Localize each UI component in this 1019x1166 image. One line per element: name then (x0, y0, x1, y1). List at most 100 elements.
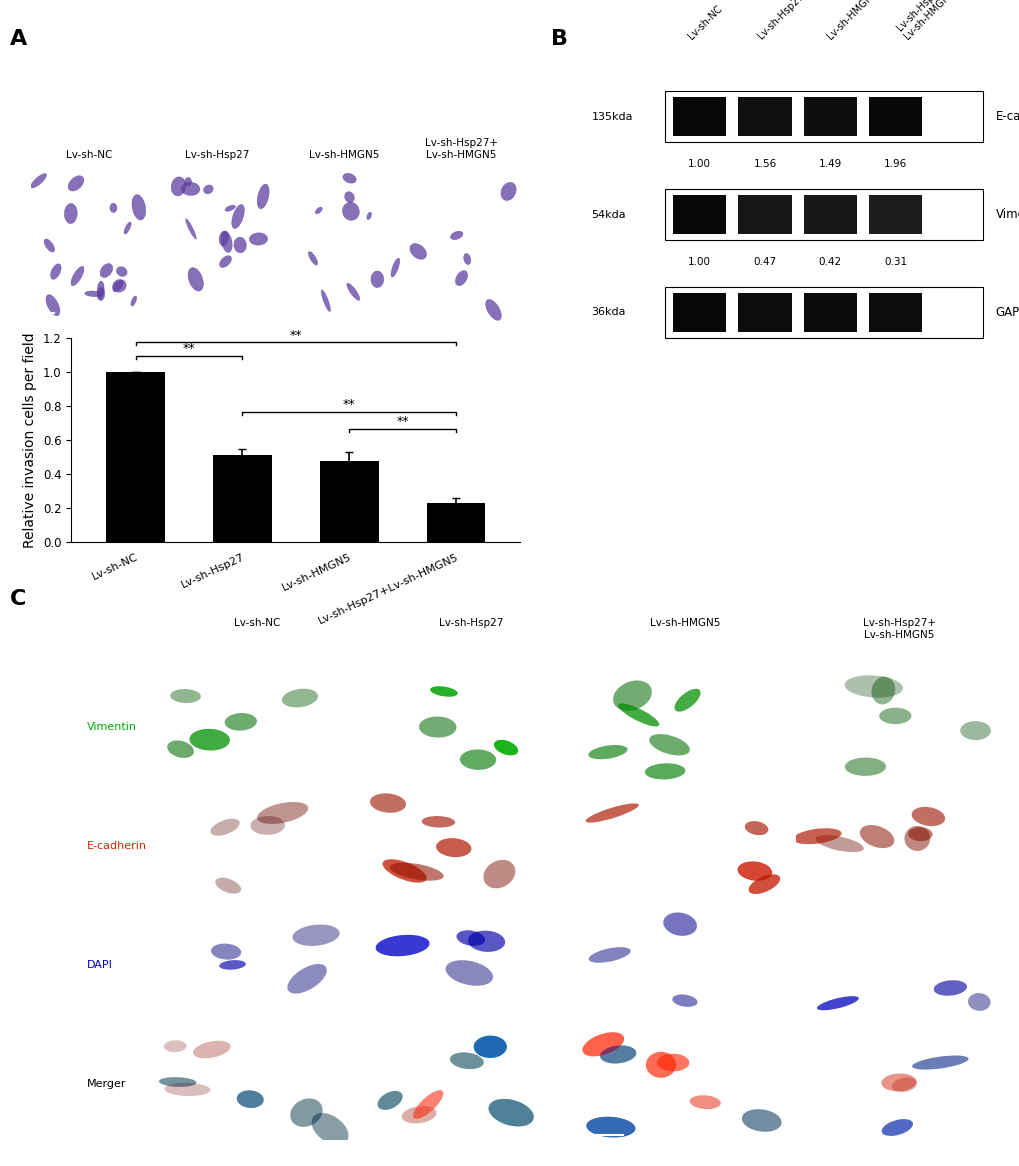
Text: **: ** (342, 399, 356, 412)
Ellipse shape (436, 838, 471, 857)
Ellipse shape (689, 1095, 720, 1109)
Ellipse shape (672, 995, 697, 1007)
Ellipse shape (164, 1040, 186, 1052)
Ellipse shape (377, 1091, 403, 1110)
Ellipse shape (870, 676, 895, 704)
Ellipse shape (967, 993, 989, 1011)
Ellipse shape (344, 191, 354, 203)
Ellipse shape (210, 819, 239, 836)
Ellipse shape (483, 859, 515, 888)
Ellipse shape (371, 271, 383, 288)
Ellipse shape (582, 1032, 624, 1056)
Ellipse shape (342, 174, 356, 183)
Ellipse shape (644, 764, 685, 779)
Ellipse shape (225, 205, 235, 211)
Ellipse shape (257, 184, 269, 209)
Ellipse shape (185, 219, 196, 239)
Ellipse shape (460, 750, 495, 770)
Ellipse shape (450, 231, 463, 240)
FancyBboxPatch shape (673, 97, 726, 136)
Ellipse shape (844, 758, 886, 775)
Ellipse shape (159, 1077, 196, 1087)
Bar (320, 461, 378, 542)
Text: 0.47: 0.47 (753, 257, 775, 267)
Ellipse shape (287, 964, 326, 993)
Ellipse shape (741, 1109, 781, 1132)
Bar (426, 503, 485, 542)
Ellipse shape (44, 239, 55, 252)
Ellipse shape (321, 290, 330, 311)
Ellipse shape (382, 859, 426, 883)
Text: Lv-sh-NC: Lv-sh-NC (686, 3, 723, 41)
Ellipse shape (959, 721, 989, 740)
FancyBboxPatch shape (868, 293, 921, 332)
Ellipse shape (445, 960, 492, 985)
Ellipse shape (656, 1054, 689, 1072)
Text: 0.42: 0.42 (818, 257, 841, 267)
Ellipse shape (457, 930, 485, 946)
Text: Lv-sh-Hsp27+
Lv-sh-HMGN5: Lv-sh-Hsp27+ Lv-sh-HMGN5 (862, 618, 935, 640)
Ellipse shape (413, 1090, 443, 1119)
Ellipse shape (250, 816, 284, 835)
Ellipse shape (390, 258, 399, 278)
Text: Lv-sh-Hsp27+
Lv-sh-HMGN5: Lv-sh-Hsp27+ Lv-sh-HMGN5 (425, 138, 497, 160)
Text: 1.00: 1.00 (688, 257, 710, 267)
Ellipse shape (231, 204, 245, 229)
Ellipse shape (880, 1119, 912, 1136)
Ellipse shape (170, 689, 201, 703)
FancyBboxPatch shape (664, 287, 982, 338)
Ellipse shape (190, 729, 229, 751)
Ellipse shape (500, 182, 516, 201)
Ellipse shape (167, 740, 194, 758)
Text: Lv-sh-HMGN5: Lv-sh-HMGN5 (824, 0, 878, 41)
Ellipse shape (315, 208, 322, 213)
Ellipse shape (236, 1090, 264, 1108)
Text: 1.49: 1.49 (818, 159, 841, 169)
Text: Lv-sh-NC: Lv-sh-NC (233, 618, 280, 628)
Text: **: ** (289, 329, 302, 342)
FancyBboxPatch shape (673, 195, 726, 234)
Ellipse shape (473, 1035, 506, 1058)
Y-axis label: Relative invasion cells per field: Relative invasion cells per field (23, 332, 38, 548)
Ellipse shape (236, 1090, 264, 1108)
FancyBboxPatch shape (673, 293, 726, 332)
Text: B: B (550, 29, 568, 49)
Text: Lv-sh-Hsp27: Lv-sh-Hsp27 (184, 149, 249, 160)
Ellipse shape (219, 960, 246, 970)
Ellipse shape (290, 1098, 322, 1126)
Text: 1.96: 1.96 (883, 159, 906, 169)
Ellipse shape (290, 1098, 322, 1126)
Text: Lv-sh-Hsp27+
Lv-sh-HMGN5: Lv-sh-Hsp27+ Lv-sh-HMGN5 (894, 0, 958, 41)
Ellipse shape (618, 703, 658, 726)
Text: Vimentin: Vimentin (995, 208, 1019, 222)
Ellipse shape (184, 177, 192, 187)
Ellipse shape (585, 803, 638, 822)
Ellipse shape (454, 271, 468, 286)
Ellipse shape (904, 826, 929, 851)
Ellipse shape (844, 675, 902, 697)
FancyBboxPatch shape (664, 91, 982, 142)
Ellipse shape (171, 177, 185, 196)
Ellipse shape (113, 280, 123, 292)
Ellipse shape (599, 1046, 636, 1063)
Ellipse shape (130, 296, 137, 305)
Text: A: A (10, 29, 28, 49)
Text: Lv-sh-HMGN5: Lv-sh-HMGN5 (309, 149, 379, 160)
Ellipse shape (588, 745, 627, 759)
Ellipse shape (859, 826, 894, 848)
Ellipse shape (187, 268, 203, 292)
Ellipse shape (193, 1041, 230, 1059)
FancyBboxPatch shape (803, 97, 856, 136)
Text: GAPDH: GAPDH (995, 305, 1019, 319)
Ellipse shape (204, 185, 213, 194)
FancyBboxPatch shape (803, 293, 856, 332)
Ellipse shape (389, 863, 443, 880)
Ellipse shape (370, 793, 406, 813)
Ellipse shape (85, 292, 103, 296)
Text: Lv-sh-HMGN5: Lv-sh-HMGN5 (650, 618, 719, 628)
Ellipse shape (468, 930, 504, 951)
FancyBboxPatch shape (738, 293, 791, 332)
FancyBboxPatch shape (738, 97, 791, 136)
Ellipse shape (932, 981, 966, 996)
Ellipse shape (911, 1055, 968, 1069)
